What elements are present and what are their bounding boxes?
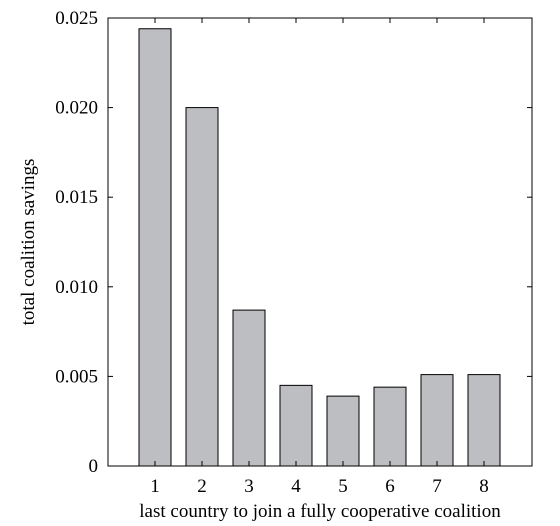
y-tick-label: 0.015 — [55, 187, 98, 208]
bar-7 — [420, 374, 454, 467]
x-tick-label: 7 — [432, 476, 442, 497]
x-tick-label: 2 — [197, 476, 207, 497]
bar-8 — [467, 374, 501, 467]
y-tick-label: 0 — [89, 456, 99, 477]
y-axis-title: total coalition savings — [18, 159, 39, 326]
x-tick-label: 3 — [244, 476, 254, 497]
bar-6 — [373, 386, 407, 467]
y-tick-label: 0.025 — [55, 8, 98, 29]
x-axis-title: last country to join a fully cooperative… — [139, 501, 501, 522]
x-tick-label: 1 — [150, 476, 160, 497]
y-axis: 0 0.005 0.010 0.015 0.020 0.025 — [55, 8, 532, 477]
bar-5 — [326, 395, 360, 467]
x-axis: 1 2 3 4 5 6 7 8 — [150, 18, 489, 497]
y-tick-label: 0.005 — [55, 366, 98, 387]
bar-1 — [138, 28, 172, 467]
bar-4 — [279, 384, 313, 467]
x-tick-label: 5 — [338, 476, 348, 497]
x-tick-label: 6 — [385, 476, 395, 497]
bar-2 — [185, 107, 219, 467]
y-tick-label: 0.010 — [55, 277, 98, 298]
plot-frame — [107, 17, 533, 467]
bars-group — [138, 28, 501, 467]
bar-3 — [232, 309, 266, 467]
x-tick-label: 8 — [479, 476, 489, 497]
y-tick-label: 0.020 — [55, 98, 98, 119]
x-tick-label: 4 — [291, 476, 301, 497]
